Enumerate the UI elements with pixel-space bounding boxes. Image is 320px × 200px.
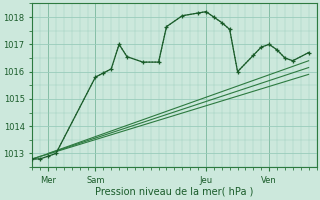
X-axis label: Pression niveau de la mer( hPa ): Pression niveau de la mer( hPa ) bbox=[95, 187, 253, 197]
